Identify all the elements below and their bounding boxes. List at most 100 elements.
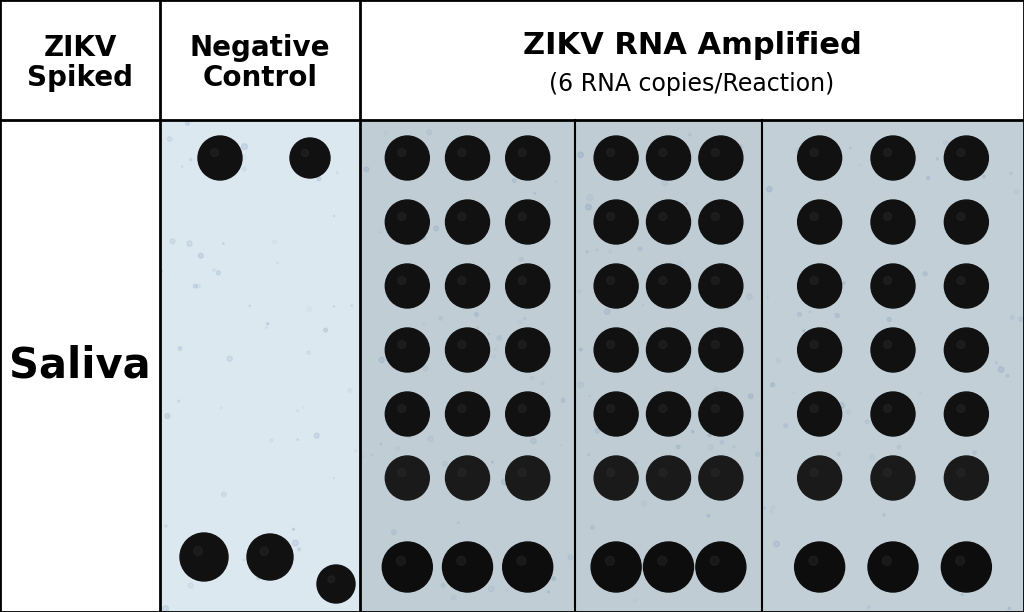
Circle shape: [646, 136, 690, 180]
Circle shape: [646, 456, 690, 500]
Circle shape: [838, 453, 841, 455]
Circle shape: [606, 477, 610, 480]
Circle shape: [454, 461, 457, 465]
Circle shape: [698, 392, 742, 436]
Circle shape: [771, 382, 774, 387]
Circle shape: [710, 556, 719, 565]
Circle shape: [385, 328, 429, 372]
Circle shape: [458, 522, 459, 524]
Circle shape: [297, 439, 299, 441]
Circle shape: [867, 606, 870, 608]
Circle shape: [665, 212, 668, 216]
Circle shape: [596, 249, 598, 250]
Circle shape: [506, 264, 550, 308]
Circle shape: [732, 446, 735, 448]
Circle shape: [587, 251, 588, 253]
Circle shape: [534, 279, 538, 283]
Circle shape: [398, 469, 406, 477]
Circle shape: [385, 136, 429, 180]
Circle shape: [724, 303, 729, 309]
Circle shape: [973, 450, 977, 455]
Circle shape: [764, 507, 766, 509]
Circle shape: [944, 392, 988, 436]
Circle shape: [708, 433, 712, 437]
Circle shape: [471, 466, 473, 468]
Circle shape: [719, 461, 724, 466]
Circle shape: [380, 444, 382, 445]
Circle shape: [698, 328, 742, 372]
Circle shape: [709, 302, 714, 306]
Circle shape: [333, 477, 335, 479]
Circle shape: [317, 565, 355, 603]
Text: Saliva: Saliva: [9, 345, 151, 387]
Circle shape: [221, 492, 226, 497]
Circle shape: [659, 149, 667, 157]
Circle shape: [521, 460, 523, 462]
Circle shape: [606, 149, 614, 157]
Circle shape: [178, 346, 182, 350]
Circle shape: [809, 556, 818, 565]
Circle shape: [1011, 315, 1015, 319]
Circle shape: [348, 389, 351, 392]
Circle shape: [798, 136, 842, 180]
Circle shape: [385, 264, 429, 308]
Circle shape: [958, 296, 965, 302]
Circle shape: [227, 356, 232, 361]
Circle shape: [659, 277, 667, 285]
Circle shape: [578, 382, 584, 387]
Circle shape: [810, 469, 818, 477]
Text: Control: Control: [203, 64, 317, 92]
Circle shape: [548, 591, 550, 593]
Circle shape: [561, 398, 565, 402]
Circle shape: [738, 144, 742, 148]
Circle shape: [995, 362, 997, 364]
Text: ZIKV: ZIKV: [43, 34, 117, 62]
Circle shape: [506, 456, 550, 500]
Circle shape: [535, 176, 538, 179]
Circle shape: [518, 405, 526, 412]
Circle shape: [197, 284, 201, 288]
Circle shape: [620, 288, 622, 289]
Circle shape: [587, 195, 593, 201]
Circle shape: [1010, 172, 1012, 174]
Circle shape: [266, 323, 269, 325]
Circle shape: [900, 474, 903, 476]
Circle shape: [439, 316, 442, 320]
Circle shape: [1007, 375, 1009, 377]
Circle shape: [974, 158, 980, 164]
Circle shape: [389, 357, 394, 362]
Circle shape: [177, 400, 180, 402]
Circle shape: [276, 262, 279, 263]
Circle shape: [961, 170, 964, 172]
Circle shape: [428, 436, 433, 441]
Circle shape: [180, 533, 228, 581]
Circle shape: [552, 577, 555, 580]
Circle shape: [371, 453, 373, 456]
Circle shape: [256, 576, 260, 580]
Circle shape: [783, 424, 787, 428]
Circle shape: [382, 542, 432, 592]
Circle shape: [518, 149, 526, 157]
Circle shape: [657, 556, 667, 565]
Circle shape: [869, 455, 874, 460]
Circle shape: [927, 176, 930, 179]
Circle shape: [594, 136, 638, 180]
Circle shape: [442, 461, 447, 466]
Circle shape: [423, 366, 428, 371]
Circle shape: [458, 469, 466, 477]
Circle shape: [810, 340, 818, 348]
Circle shape: [427, 130, 432, 135]
Circle shape: [458, 277, 466, 285]
Circle shape: [708, 444, 713, 450]
Circle shape: [923, 272, 928, 276]
Circle shape: [696, 542, 745, 592]
Circle shape: [249, 305, 250, 307]
Circle shape: [466, 589, 469, 592]
Circle shape: [568, 555, 572, 559]
Circle shape: [646, 264, 690, 308]
Circle shape: [749, 394, 753, 398]
Circle shape: [458, 149, 466, 157]
Circle shape: [642, 304, 644, 305]
Circle shape: [591, 542, 641, 592]
Circle shape: [218, 155, 221, 158]
